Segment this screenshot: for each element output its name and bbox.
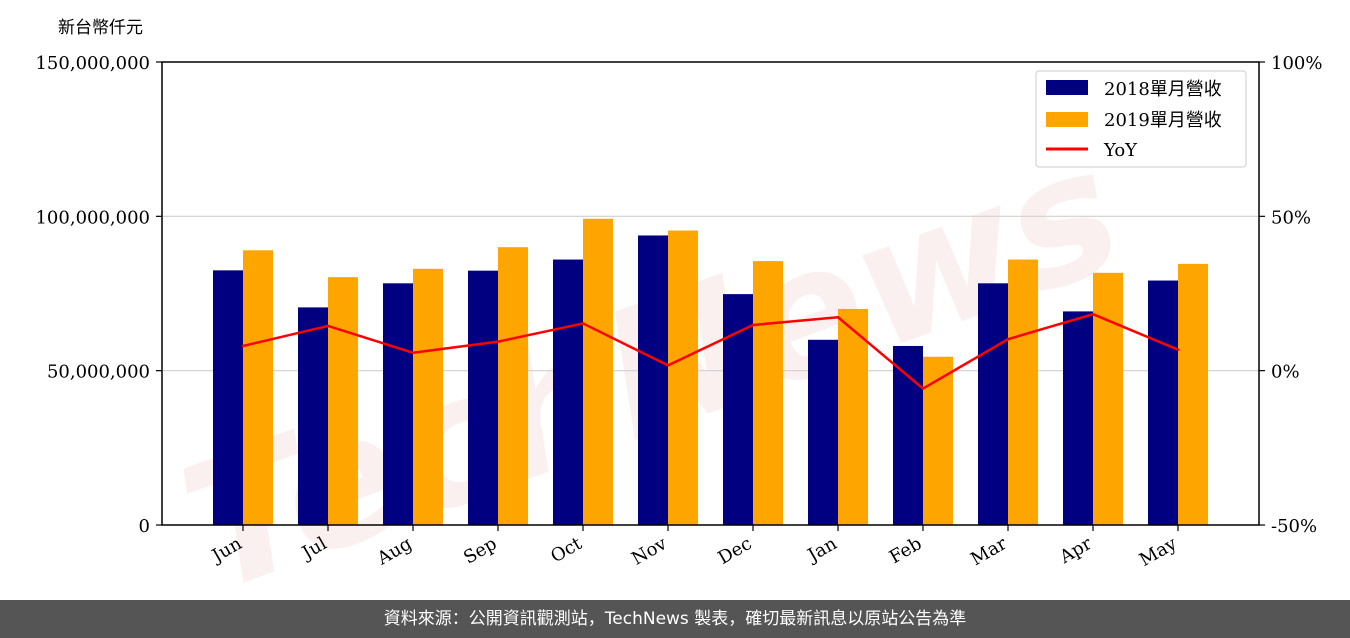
bar-2019-jul (328, 277, 358, 525)
bar-2019-jun (243, 250, 273, 525)
yoy-point-jul (326, 324, 330, 328)
y-unit-label: 新台幣仟元 (58, 18, 143, 38)
bar-2019-sep (498, 247, 528, 525)
plot-frame (161, 61, 1260, 526)
yoy-point-apr (1091, 312, 1095, 316)
yoy-point-oct (581, 322, 585, 325)
bar-2018-jul (298, 307, 328, 525)
yoy-point-may (1176, 348, 1180, 351)
bar-2018-sep (468, 270, 498, 525)
legend-swatch-2019 (1046, 112, 1088, 127)
y-right-tick-label: 50% (1271, 207, 1311, 228)
bar-2019-may (1178, 263, 1208, 525)
bar-2019-jan (838, 308, 868, 525)
bar-2018-may (1148, 280, 1178, 525)
yoy-point-dec (751, 323, 755, 327)
yoy-point-mar (1006, 337, 1010, 341)
yoy-point-aug (411, 351, 415, 355)
bar-2018-mar (978, 283, 1008, 525)
bar-2019-apr (1093, 272, 1123, 525)
y-right-tick-label: -50% (1271, 516, 1317, 537)
yoy-point-nov (666, 364, 670, 367)
legend-label-yoy: YoY (1103, 140, 1138, 161)
yoy-point-sep (496, 340, 500, 343)
bar-2019-feb (923, 356, 953, 525)
bar-2018-jun (213, 270, 243, 525)
legend: 2018單月營收 2019單月營收 YoY (1035, 70, 1247, 168)
yoy-point-jan (836, 315, 840, 319)
bar-2018-jan (808, 339, 838, 525)
legend-label-2018: 2018單月營收 (1104, 79, 1222, 100)
bar-2019-mar (1008, 259, 1038, 525)
y-left-tick-label: 0 (139, 516, 150, 537)
x-tick-label-feb: Feb (886, 533, 926, 568)
x-tick-label-mar: Mar (967, 533, 1011, 570)
bar-2018-dec (723, 294, 753, 525)
x-tick-label-dec: Dec (715, 533, 756, 569)
y-right-tick-label: 100% (1271, 53, 1322, 74)
bar-2019-dec (753, 261, 783, 525)
legend-box (1035, 70, 1247, 168)
bar-2018-oct (553, 259, 583, 525)
bars (213, 218, 1208, 526)
bar-2019-oct (583, 218, 613, 525)
yoy-point-jun (241, 344, 245, 348)
legend-label-2019: 2019單月營收 (1104, 110, 1222, 131)
y-left-tick-label: 100,000,000 (35, 207, 150, 228)
yoy-line (242, 312, 1179, 390)
legend-swatch-2018 (1046, 80, 1088, 95)
x-tick-label-may: May (1136, 533, 1181, 571)
x-tick-label-oct: Oct (547, 533, 586, 568)
bar-2019-nov (668, 230, 698, 526)
yoy-line-layer (241, 312, 1180, 390)
bar-2018-feb (893, 345, 923, 525)
x-tick-label-nov: Nov (628, 533, 671, 570)
x-tick-label-apr: Apr (1055, 533, 1095, 568)
source-footer: 資料來源：公開資訊觀測站，TechNews 製表，確切最新訊息以原站公告為準 (0, 600, 1350, 638)
y-left-tick-label: 150,000,000 (35, 53, 150, 74)
y-left-tick-label: 50,000,000 (47, 362, 150, 383)
source-text: 資料來源：公開資訊觀測站，TechNews 製表，確切最新訊息以原站公告為準 (383, 609, 967, 629)
bar-2018-apr (1063, 311, 1093, 525)
yoy-point-feb (921, 387, 925, 390)
bar-2018-aug (383, 283, 413, 525)
x-tick-label-jan: Jan (803, 533, 841, 567)
revenue-chart: TechNews 新台幣仟元 050,000,000100,000,000150… (35, 18, 1322, 600)
bar-2019-aug (413, 268, 443, 525)
bar-2018-nov (638, 235, 668, 525)
y-right-tick-label: 0% (1271, 362, 1300, 383)
